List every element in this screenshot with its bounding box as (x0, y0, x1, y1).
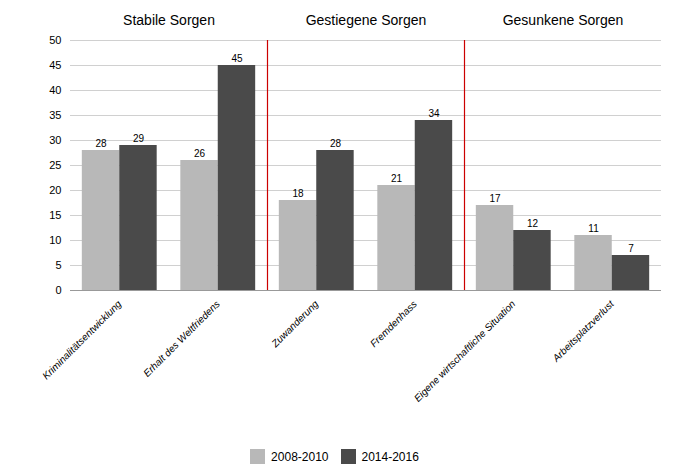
svg-text:0: 0 (55, 284, 61, 296)
svg-text:Gestiegene Sorgen: Gestiegene Sorgen (306, 12, 427, 28)
svg-text:18: 18 (292, 188, 304, 199)
svg-text:25: 25 (49, 159, 61, 171)
svg-text:45: 45 (231, 53, 243, 64)
svg-text:35: 35 (49, 109, 61, 121)
svg-text:Zuwanderung: Zuwanderung (269, 298, 321, 350)
svg-text:12: 12 (527, 218, 539, 229)
html-text:2014-2016: 2014-2016 (361, 449, 419, 464)
svg-text:21: 21 (391, 173, 403, 184)
svg-text:Eigene wirtschaftliche Situati: Eigene wirtschaftliche Situation (412, 298, 518, 404)
html-text:2008-2010: 2008-2010 (271, 449, 329, 464)
svg-text:29: 29 (133, 133, 145, 144)
svg-text:45: 45 (49, 59, 61, 71)
svg-text:Stabile Sorgen: Stabile Sorgen (123, 12, 215, 28)
svg-text:28: 28 (330, 138, 342, 149)
svg-text:11: 11 (588, 223, 599, 234)
svg-text:Erhalt des Weltfriedens: Erhalt des Weltfriedens (141, 298, 222, 379)
svg-text:Arbeitsplatzverlust: Arbeitsplatzverlust (550, 297, 617, 364)
svg-text:17: 17 (489, 193, 501, 204)
svg-text:30: 30 (49, 134, 61, 146)
svg-text:34: 34 (428, 108, 440, 119)
svg-text:26: 26 (194, 148, 206, 159)
svg-text:5: 5 (55, 259, 61, 271)
svg-text:28: 28 (95, 138, 107, 149)
svg-text:10: 10 (49, 234, 61, 246)
svg-text:Kriminalitätsentwicklung: Kriminalitätsentwicklung (40, 298, 124, 382)
svg-text:40: 40 (49, 84, 61, 96)
svg-text:Gesunkene Sorgen: Gesunkene Sorgen (503, 12, 624, 28)
svg-text:7: 7 (628, 243, 634, 254)
svg-text:20: 20 (49, 184, 61, 196)
svg-text:15: 15 (49, 209, 61, 221)
svg-text:50: 50 (49, 34, 61, 46)
svg-text:Fremdenhass: Fremdenhass (368, 298, 419, 349)
